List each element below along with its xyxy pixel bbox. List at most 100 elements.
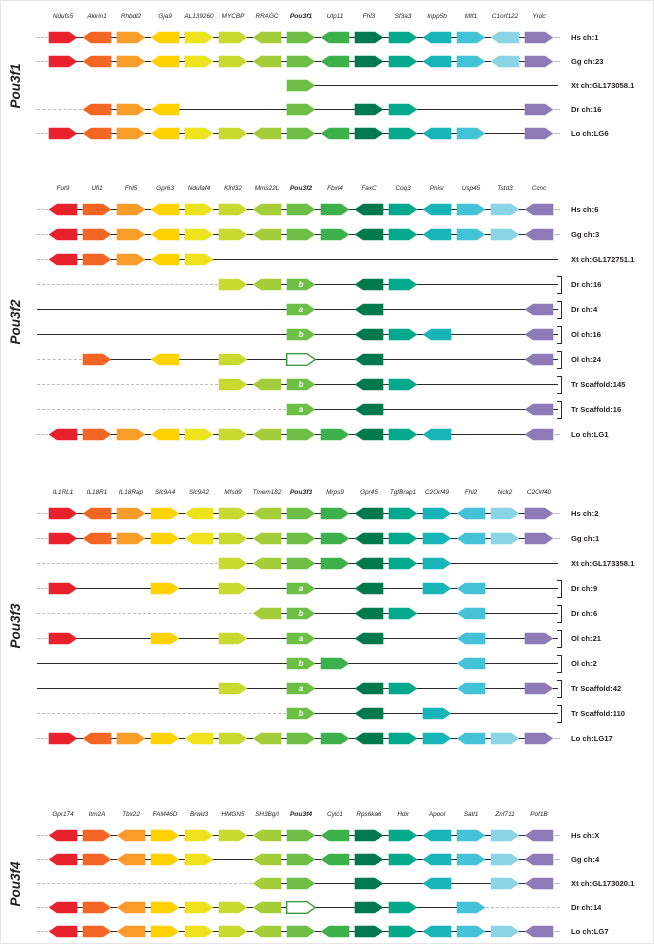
gene-arrow-FAM46D [150, 853, 180, 866]
gene-arrow-Fbxl4 [320, 428, 350, 441]
gene-label-Satl1: Satl1 [463, 811, 479, 818]
gene-arrow-Gpr174 [48, 829, 78, 842]
gene-arrow-Fhl2 [456, 582, 486, 595]
gene-arrow-Ndufaf4 [184, 253, 214, 266]
gene-arrow-Pou3f2 [286, 228, 316, 241]
chromosome-dash-left [37, 208, 48, 210]
panel-label-Pou3f4: Pou3f4 [8, 861, 23, 907]
gene-arrow-Slc9A2 [184, 532, 214, 545]
gene-arrow-C2Orf40 [524, 532, 554, 545]
gene-arrow-Gpr45 [354, 607, 384, 620]
gene-arrow-Gpr45 [354, 632, 384, 645]
chromosome-dash-right [554, 108, 560, 110]
chromosome-dash-left [37, 858, 48, 860]
gene-arrow-Gpr45 [354, 532, 384, 545]
gene-arrow-Ccnc [524, 328, 554, 341]
gene-label-Gpr174: Gpr174 [52, 811, 74, 818]
gene-arrow-Inpp5b [422, 55, 452, 68]
gene-arrow-Inpp5b [422, 127, 452, 140]
gene-arrow-Pou3f2 [286, 303, 316, 316]
chromosome-dash-right [554, 433, 560, 435]
gene-arrow-Klhl32 [218, 278, 248, 291]
pair-bracket [557, 580, 562, 598]
gene-arrow-Mfsd9 [218, 532, 248, 545]
gene-arrow-Ccnc [524, 303, 554, 316]
gene-arrow-FaxC [354, 378, 384, 391]
chromosome-dash-right [554, 60, 560, 62]
gene-arrow-Satl1 [456, 853, 486, 866]
gene-arrow-IL1RL1 [48, 632, 78, 645]
chromosome-dash-left [37, 60, 48, 62]
gene-arrow-Coq3 [388, 228, 418, 241]
gene-arrow-RRAGC [252, 55, 282, 68]
gene-arrow-Pou3f3 [286, 707, 316, 720]
gene-arrow-HMGN5 [218, 901, 248, 914]
gene-label-IL18R1: IL18R1 [86, 489, 108, 496]
gene-label-Gpr45: Gpr45 [360, 489, 378, 496]
gene-label-AL139260: AL139260 [184, 13, 214, 20]
gene-arrow-Fhl2 [456, 682, 486, 695]
gene-arrow-Pnisr [422, 428, 452, 441]
gene-arrow-Cylc1 [320, 829, 350, 842]
gene-arrow-Gpr174 [48, 853, 78, 866]
chromosome-dash-left [37, 233, 48, 235]
gene-arrow-Fut9 [48, 228, 78, 241]
chromosome-line [301, 84, 558, 87]
gene-arrow-Gpr45 [354, 707, 384, 720]
gene-arrow-Slc9A2 [184, 732, 214, 745]
gene-arrow-Coq3 [388, 428, 418, 441]
gene-label-Ccnc: Ccnc [531, 185, 547, 192]
pair-bracket [557, 326, 562, 344]
gene-label-HMGN5: HMGN5 [221, 811, 245, 818]
gene-label-Pou3f2: Pou3f2 [289, 185, 313, 192]
gene-arrow-Fhl3 [354, 31, 384, 44]
gene-arrow-Ccnc [524, 353, 554, 366]
gene-label-Slc9A4: Slc9A4 [154, 489, 176, 496]
gene-arrow-Brwd3 [184, 853, 214, 866]
row-label-Hs-ch-6: Hs ch:6 [571, 205, 599, 214]
gene-arrow-IL18R1 [82, 732, 112, 745]
gene-arrow-Tbx22 [116, 925, 146, 938]
paralog-letter-a: a [298, 305, 304, 314]
gene-arrow-Gpr63 [150, 353, 180, 366]
gene-label-Slc9A2: Slc9A2 [188, 489, 210, 496]
gene-arrow-Ufl1 [82, 253, 112, 266]
chromosome-dash-right [554, 512, 560, 514]
gene-label-Akirin1: Akirin1 [87, 13, 107, 20]
gene-arrow-FAM46D [150, 829, 180, 842]
chromosome-dash-left [37, 737, 48, 739]
gene-arrow-SH3Bgrl [252, 901, 282, 914]
gene-arrow-Brwd3 [184, 829, 214, 842]
gene-arrow-Akirin1 [82, 31, 112, 44]
gene-arrow-Znf711 [490, 853, 520, 866]
gene-arrow-HMGN5 [218, 925, 248, 938]
paralog-letter-b: b [298, 380, 304, 389]
gene-arrow-Pou3f4 [286, 853, 316, 866]
gene-label-MYCBP: MYCBP [221, 13, 245, 20]
row-label-Ol-ch-16: Ol ch:16 [571, 330, 601, 339]
gene-label-Gpr63: Gpr63 [156, 185, 174, 192]
gene-arrow-Ccnc [524, 403, 554, 416]
row-label-Dr-ch-14: Dr ch:14 [571, 903, 602, 912]
gene-label-Fhl2: Fhl2 [464, 489, 478, 496]
gene-arrow-Fhl5 [116, 203, 146, 216]
gene-arrow-IL18Rap [116, 507, 146, 520]
gene-arrow-C2Orf40 [524, 682, 554, 695]
gene-arrow-Rps6ka6 [354, 925, 384, 938]
gene-label-Ufl1: Ufl1 [91, 185, 103, 192]
gene-arrow-IL18R1 [82, 507, 112, 520]
gene-arrow-Akirin1 [82, 55, 112, 68]
gene-label-Tstd3: Tstd3 [497, 185, 513, 192]
gene-arrow-Gpr45 [354, 682, 384, 695]
gene-arrow-Rhbdl2 [116, 31, 146, 44]
gene-label-Fut9: Fut9 [56, 185, 70, 192]
gene-label-Hdx: Hdx [397, 811, 409, 818]
row-label-Hs-ch-X: Hs ch:X [571, 831, 600, 840]
paralog-letter-b: b [298, 709, 304, 718]
gene-arrow-C1orf122 [490, 31, 520, 44]
chromosome-dash-left [37, 712, 286, 714]
panel-label-Pou3f1: Pou3f1 [8, 63, 23, 109]
gene-arrow-Mms22L [252, 378, 282, 391]
gene-label-Coq3: Coq3 [395, 185, 411, 192]
gene-arrow-Pou3f4 [286, 925, 316, 938]
